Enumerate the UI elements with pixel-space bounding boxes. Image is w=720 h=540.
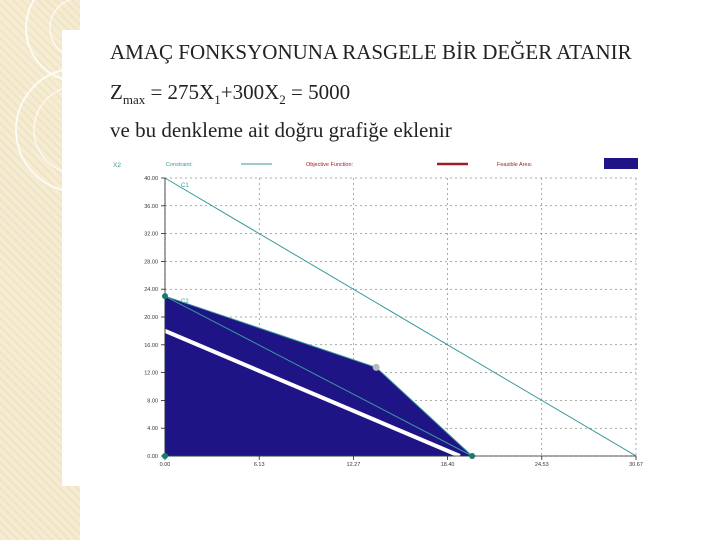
legend-swatch-feasible (604, 158, 638, 169)
legend-label-objective: Objective Function: (306, 162, 354, 168)
y-tick-label: 16.00 (144, 343, 158, 349)
equation-x2-subscript: 2 (279, 92, 286, 108)
y-tick-label: 36.00 (144, 204, 158, 210)
equation-x1-subscript: 1 (214, 92, 221, 108)
objective-function-line (164, 329, 461, 458)
y-tick-label: 8.00 (147, 398, 158, 404)
y-tick-label: 0.00 (147, 454, 158, 460)
equation-part-c: = 5000 (285, 80, 351, 104)
legend-label-constraint: Constraint: (166, 162, 193, 168)
equation-z: Z (110, 80, 123, 104)
corner-point (162, 293, 168, 300)
y-tick-label: 40.00 (144, 176, 158, 182)
x-tick-label: 30.67 (629, 462, 643, 468)
y-tick-label: 32.00 (144, 232, 158, 238)
y-tick-label: 20.00 (144, 315, 158, 321)
legend-label-feasible: Feasible Area: (497, 162, 533, 168)
constraint-label-c2: C2 (181, 299, 189, 305)
corner-point (372, 363, 380, 371)
y-tick-label: 12.00 (144, 371, 158, 377)
objective-equation: Zmax = 275X1+300X2 = 5000 (110, 80, 350, 108)
equation-z-subscript: max (122, 92, 146, 108)
corner-point (162, 453, 168, 459)
equation-part-a: = 275X (145, 80, 215, 104)
x-tick-label: 6.13 (254, 462, 265, 468)
slide-title: AMAÇ FONKSYONUNA RASGELE BİR DEĞER ATANI… (110, 40, 632, 64)
decorative-circles (15, 0, 80, 193)
y-tick-label: 24.00 (144, 287, 158, 293)
equation-part-b: +300X (220, 80, 280, 104)
x-tick-label: 12.27 (347, 462, 361, 468)
constraint-label-c1: C1 (181, 183, 189, 189)
x-tick-label: 24.53 (535, 462, 549, 468)
y-tick-label: 4.00 (147, 426, 158, 432)
x-tick-label: 18.40 (441, 462, 455, 468)
y-axis-label: X2 (113, 162, 121, 169)
y-tick-label: 28.00 (144, 259, 158, 265)
constraint-line-c2 (164, 295, 473, 457)
decorative-white-band (62, 30, 80, 486)
constraint-line-c1 (164, 177, 637, 457)
corner-point (469, 453, 476, 459)
x-tick-label: 0.00 (160, 462, 171, 468)
slide-caption: ve bu denkleme ait doğru grafiğe eklenir (110, 118, 452, 142)
